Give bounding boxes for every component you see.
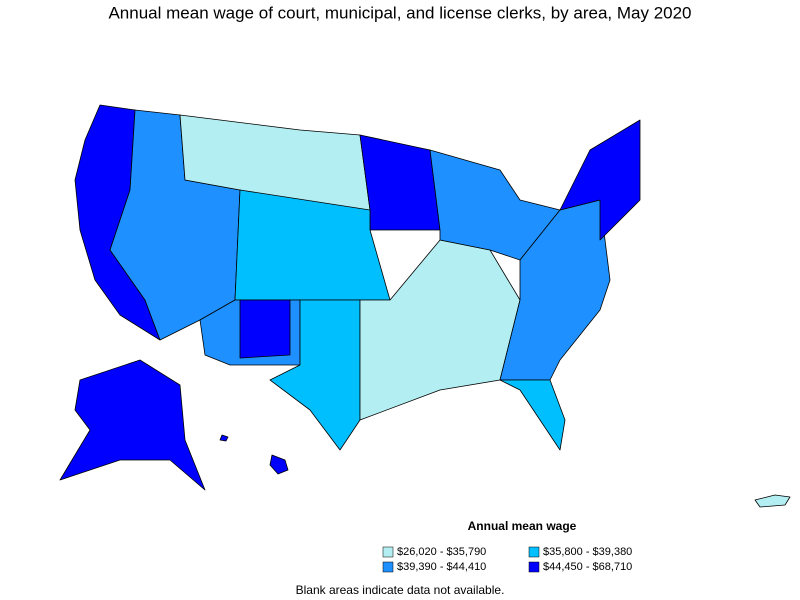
- south-central: [359, 239, 521, 421]
- legend-label: $26,020 - $35,790: [397, 546, 486, 558]
- florida: [499, 379, 566, 451]
- map: [59, 104, 791, 508]
- legend: $26,020 - $35,790 $35,800 - $39,380 $39,39…: [382, 546, 632, 573]
- legend-label: $39,390 - $44,410: [397, 561, 486, 573]
- legend-label: $44,450 - $68,710: [543, 561, 632, 573]
- legend-swatch: [382, 546, 394, 558]
- legend-swatch: [528, 546, 540, 558]
- alaska: [59, 359, 206, 491]
- upper-midwest: [359, 134, 441, 231]
- hawaii: [269, 454, 289, 475]
- new-mexico-area: [239, 299, 291, 359]
- northeast: [559, 119, 641, 241]
- hawaii-islands: [219, 434, 229, 442]
- legend-swatch: [528, 561, 540, 573]
- legend-title: Annual mean wage: [468, 519, 577, 533]
- note: Blank areas indicate data not available.: [296, 583, 505, 597]
- legend-swatch: [382, 561, 394, 573]
- puerto-rico: [754, 494, 791, 508]
- map-title: Annual mean wage of court, municipal, an…: [108, 3, 691, 22]
- legend-label: $35,800 - $39,380: [543, 546, 632, 558]
